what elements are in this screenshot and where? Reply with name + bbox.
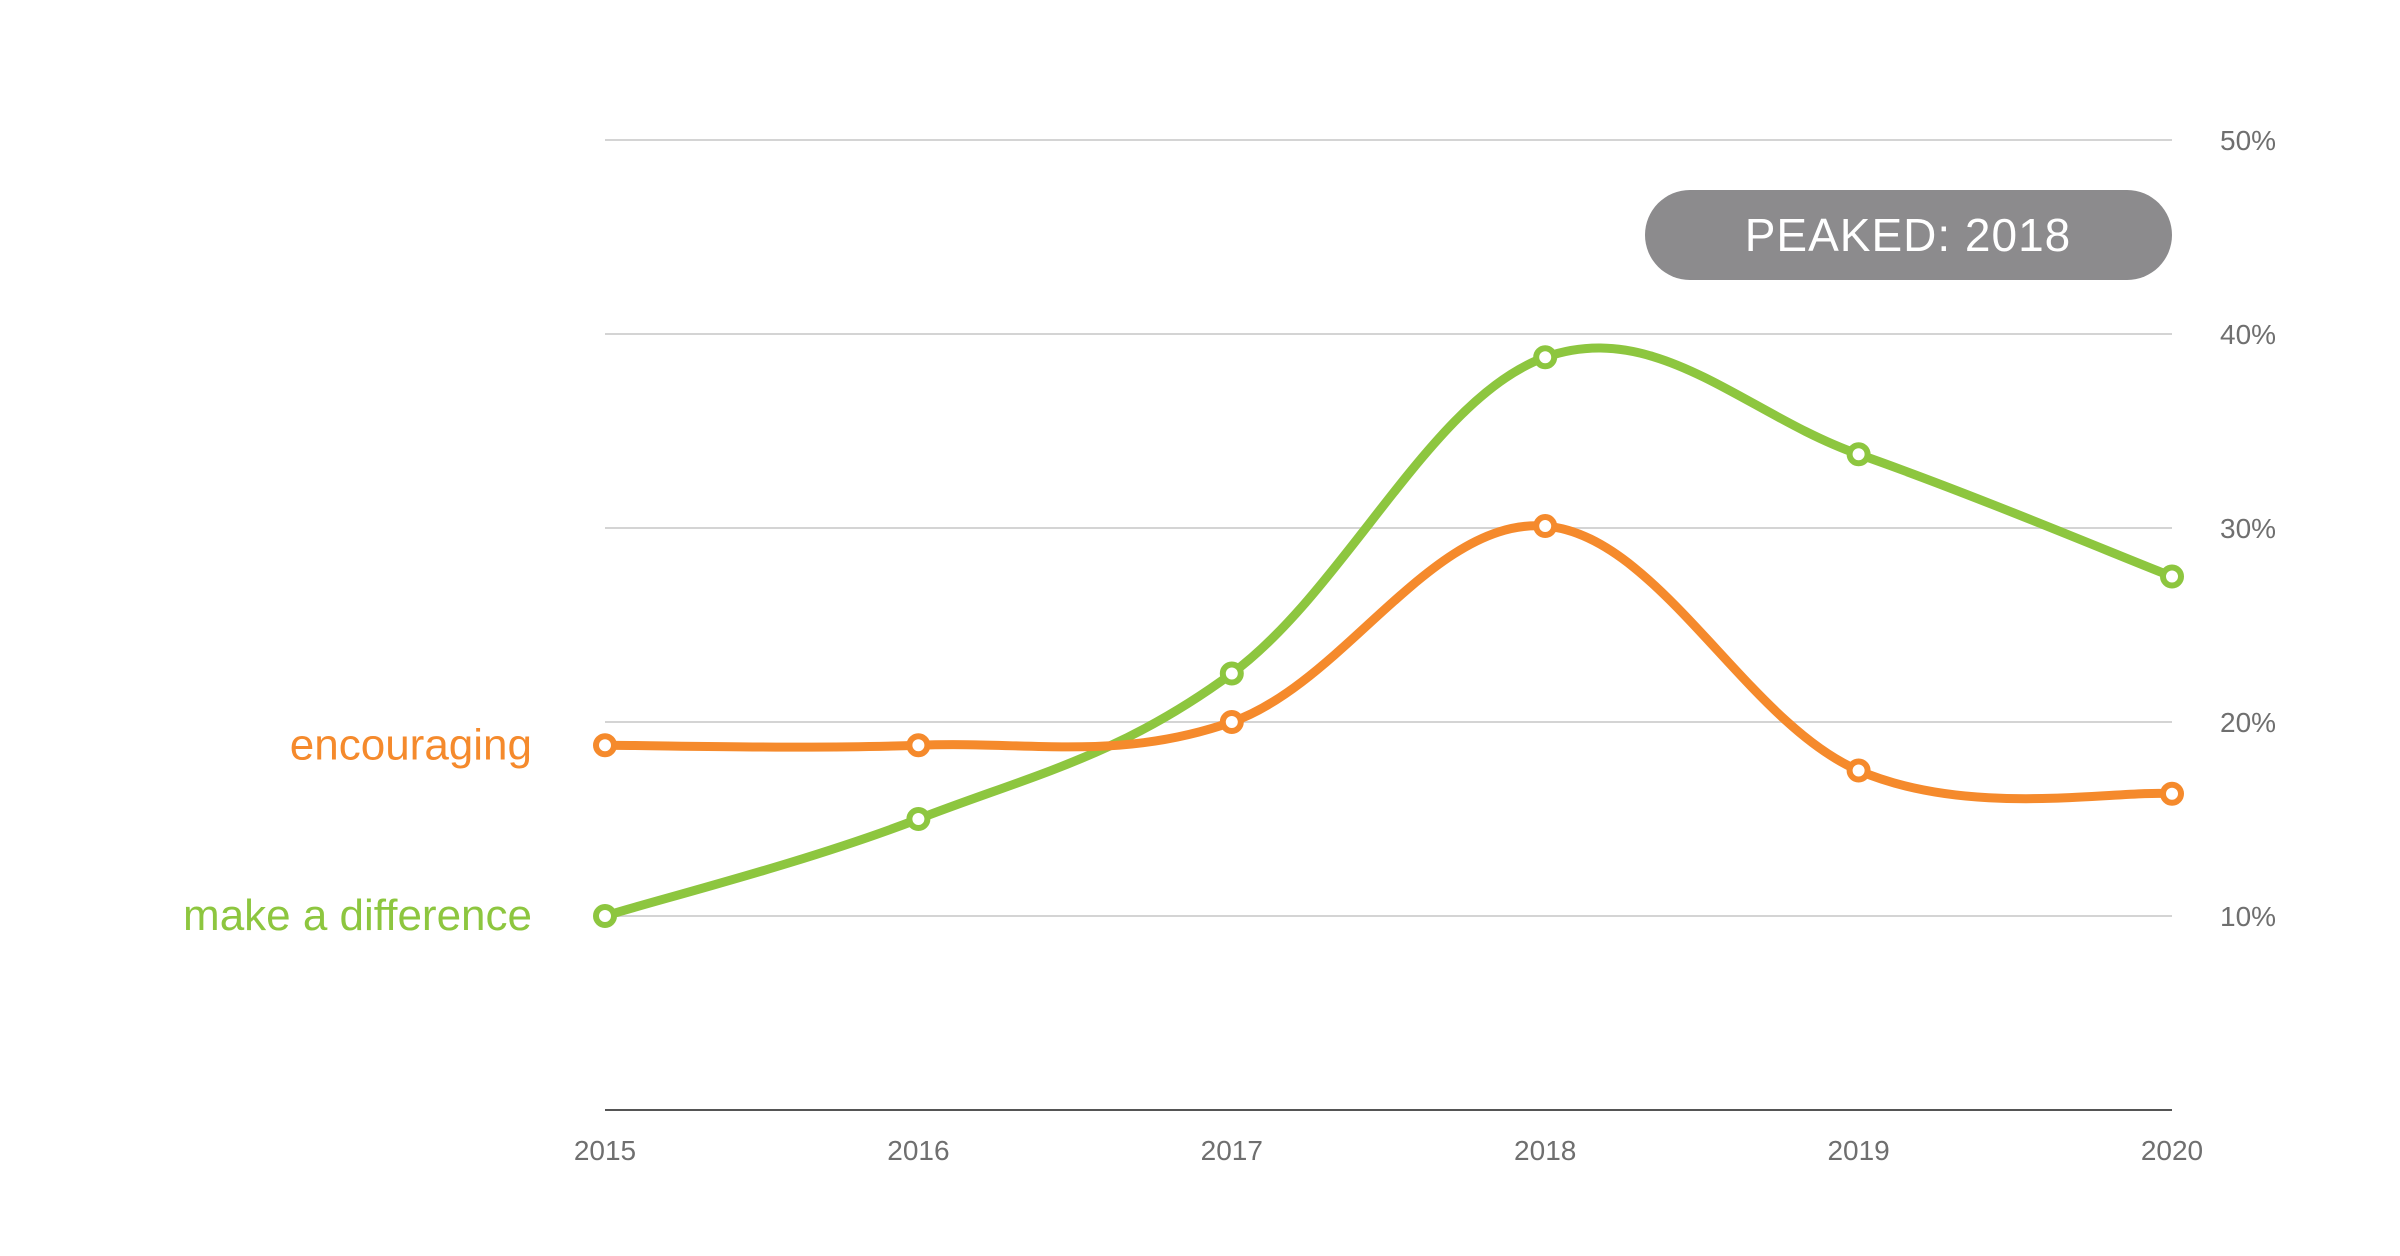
x-tick-label: 2015 bbox=[574, 1135, 636, 1166]
y-tick-label: 50% bbox=[2220, 125, 2276, 156]
data-point bbox=[1533, 514, 1558, 539]
data-point bbox=[1533, 345, 1558, 370]
series-labels: make a difference encouraging bbox=[183, 720, 532, 940]
data-point bbox=[906, 733, 931, 758]
series-line-0 bbox=[600, 343, 2177, 921]
peak-badge bbox=[1645, 190, 2172, 280]
y-tick-label: 30% bbox=[2220, 513, 2276, 544]
x-tick-labels: 2015 2016 2017 2018 2019 2020 bbox=[574, 1135, 2203, 1166]
y-tick-labels: 10% 20% 30% 40% 50% bbox=[2220, 125, 2276, 932]
x-tick-label: 2018 bbox=[1514, 1135, 1576, 1166]
series-lines bbox=[593, 343, 2184, 928]
y-tick-label: 40% bbox=[2220, 319, 2276, 350]
series-line-1 bbox=[600, 521, 2177, 804]
data-point bbox=[1219, 661, 1244, 686]
data-point bbox=[593, 904, 617, 928]
data-point bbox=[1846, 758, 1871, 783]
data-point bbox=[1219, 710, 1244, 734]
data-point bbox=[2160, 564, 2184, 589]
data-point bbox=[593, 733, 617, 758]
x-tick-label: 2020 bbox=[2141, 1135, 2203, 1166]
series-label: make a difference bbox=[183, 891, 532, 940]
peak-annotation: PEAKED: 2018 bbox=[1645, 190, 2172, 280]
data-point bbox=[906, 807, 931, 831]
x-tick-label: 2017 bbox=[1201, 1135, 1263, 1166]
x-tick-label: 2019 bbox=[1827, 1135, 1889, 1166]
y-tick-label: 10% bbox=[2220, 901, 2276, 932]
y-tick-label: 20% bbox=[2220, 707, 2276, 738]
data-point bbox=[1846, 442, 1871, 467]
peak-badge-text: PEAKED: 2018 bbox=[1745, 209, 2072, 261]
gridlines bbox=[605, 139, 2172, 917]
x-tick-label: 2016 bbox=[887, 1135, 949, 1166]
data-point bbox=[2160, 781, 2184, 806]
series-label: encouraging bbox=[290, 720, 532, 769]
